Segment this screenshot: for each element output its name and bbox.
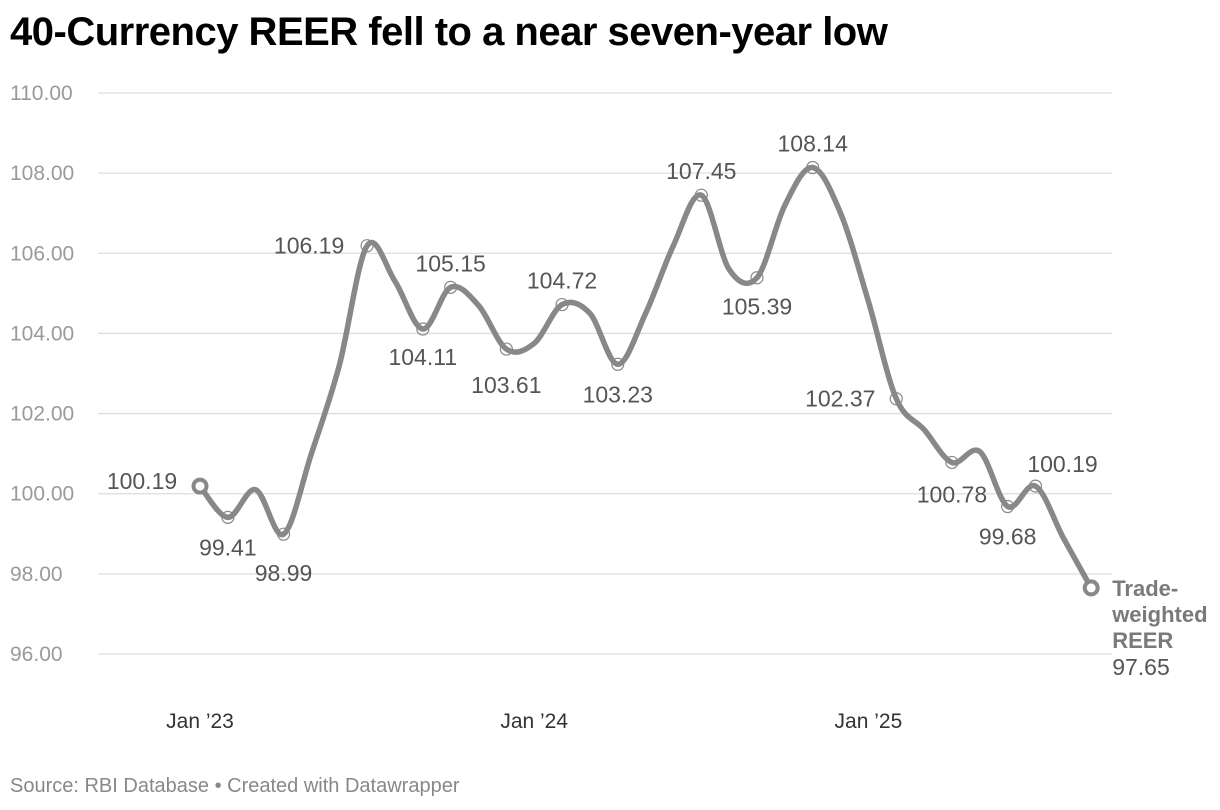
x-axis: Jan ’23 Jan ’24 Jan ’25 [166, 710, 902, 733]
point-marker [750, 271, 764, 285]
y-tick-label: 108.00 [10, 162, 74, 185]
x-tick-label: Jan ’23 [166, 710, 234, 733]
data-label: 100.78 [917, 481, 987, 507]
line-chart: 96.00 98.00 100.00 102.00 104.00 106.00 108.00… [10, 82, 1208, 733]
series-name-label: weighted [1111, 602, 1207, 627]
point-marker [360, 239, 374, 253]
data-label: 98.99 [255, 560, 313, 586]
y-tick-label: 110.00 [10, 82, 73, 105]
point-marker [555, 297, 569, 312]
point-marker [1028, 479, 1043, 493]
point-marker [221, 510, 235, 524]
data-label: 103.61 [471, 372, 541, 398]
point-marker [1001, 499, 1015, 514]
y-tick-label: 104.00 [10, 322, 74, 345]
data-label: 100.19 [107, 468, 177, 494]
y-axis: 96.00 98.00 100.00 102.00 104.00 106.00 108.00… [10, 82, 74, 666]
x-tick-label: Jan ’25 [835, 710, 903, 733]
point-marker [444, 280, 458, 294]
point-marker [416, 322, 430, 336]
data-label: 103.23 [583, 381, 653, 407]
y-tick-label: 102.00 [10, 403, 74, 426]
data-label: 99.68 [979, 524, 1037, 550]
chart-title: 40-Currency REER fell to a near seven-ye… [10, 10, 888, 54]
start-marker [191, 477, 209, 495]
y-tick-label: 106.00 [10, 242, 74, 265]
data-label: 102.37 [805, 386, 875, 412]
data-label: 104.72 [527, 268, 597, 294]
separator-dot: • [214, 775, 222, 797]
x-tick-label: Jan ’24 [500, 710, 568, 733]
y-tick-label: 98.00 [10, 563, 63, 586]
data-label: 108.14 [778, 131, 849, 157]
data-label: 104.11 [388, 344, 457, 370]
point-marker [889, 392, 903, 406]
point-marker [611, 357, 625, 371]
credit-text: Created with Datawrapper [227, 775, 460, 797]
data-label: 105.39 [722, 294, 792, 320]
data-label: 100.19 [1027, 451, 1097, 477]
source-text: Source: RBI Database [10, 775, 209, 797]
point-marker [276, 527, 291, 541]
series-name-label: REER [1112, 628, 1173, 653]
markers [191, 160, 1100, 597]
point-marker [806, 160, 820, 175]
point-marker [499, 342, 513, 356]
data-label: 106.19 [274, 233, 344, 259]
y-tick-label: 96.00 [10, 643, 63, 666]
series-line-layer [197, 164, 1094, 591]
data-label: 107.45 [666, 158, 736, 184]
point-marker [694, 188, 708, 202]
y-tick-label: 100.00 [10, 483, 74, 506]
gridlines [98, 92, 1112, 655]
series-name-label: Trade- [1112, 576, 1178, 601]
end-marker [1082, 579, 1100, 597]
series-line [197, 164, 1094, 591]
end-value-label: 97.65 [1112, 654, 1170, 680]
data-label: 99.41 [199, 534, 257, 560]
footer: Source: RBI Database • Created with Data… [10, 775, 459, 798]
data-label: 105.15 [415, 250, 485, 276]
point-marker [945, 455, 959, 470]
